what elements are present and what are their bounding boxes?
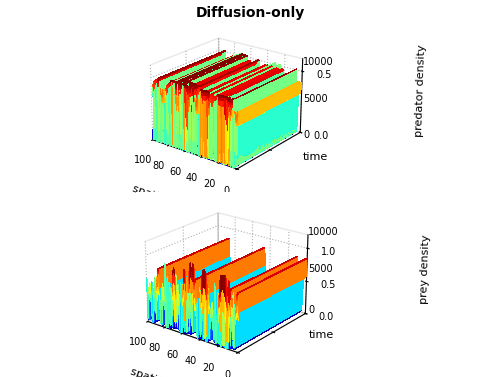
Text: 0: 0 <box>308 305 314 315</box>
Text: 5000: 5000 <box>303 94 328 104</box>
Text: time: time <box>303 152 328 162</box>
Text: 10000: 10000 <box>308 227 339 237</box>
Text: time: time <box>308 329 334 340</box>
Text: 10000: 10000 <box>303 57 334 67</box>
Text: Diffusion-only: Diffusion-only <box>196 6 304 20</box>
Text: 5000: 5000 <box>308 264 333 274</box>
X-axis label: spatial grids: spatial grids <box>129 366 197 377</box>
X-axis label: spatial grids: spatial grids <box>131 184 199 216</box>
Text: 0: 0 <box>303 130 309 140</box>
